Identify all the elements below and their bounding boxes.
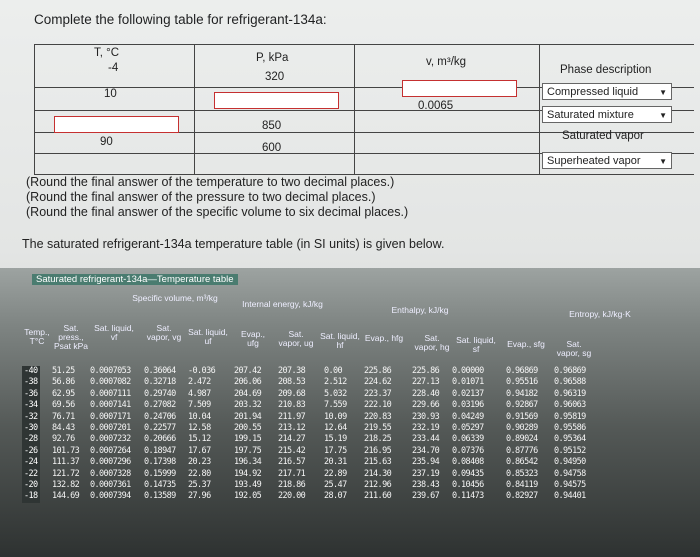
column-press: 51.25 56.86 62.95 69.56 76.71 84.43 92.7… xyxy=(52,366,80,502)
col-header-ug: Sat. vapor, ug xyxy=(278,329,314,348)
row-line-4 xyxy=(34,153,694,154)
row2-phase-value: Compressed liquid xyxy=(547,86,639,98)
chevron-down-icon: ▼ xyxy=(659,157,667,166)
column-uf: -0.036 2.472 4.987 7.509 10.04 12.58 15.… xyxy=(188,366,216,502)
row3-temperature-input[interactable] xyxy=(54,116,179,133)
chevron-down-icon: ▼ xyxy=(659,88,667,97)
table-left-border xyxy=(34,44,35,174)
column-sg: 0.96869 0.96588 0.96319 0.96063 0.95819 … xyxy=(554,366,586,502)
row2-volume: 0.0065 xyxy=(418,100,454,112)
row5-phase-value: Superheated vapor xyxy=(547,155,641,167)
column-vf: 0.0007053 0.0007082 0.0007111 0.0007141 … xyxy=(90,366,131,502)
col-header-sfg: Evap., sfg xyxy=(507,339,545,349)
col-header-vg: Sat. vapor, vg xyxy=(146,323,182,342)
col-header-hfg: Evap., hfg xyxy=(364,333,404,343)
col-divider-3 xyxy=(539,44,540,174)
group-header-volume: Specific volume, m³/kg xyxy=(132,293,218,303)
row-line-3 xyxy=(34,132,694,133)
chevron-down-icon: ▼ xyxy=(659,111,667,120)
column-vg: 0.36064 0.32718 0.29740 0.27082 0.24706 … xyxy=(144,366,176,502)
row-line-2 xyxy=(34,110,694,111)
col-header-hg: Sat. vapor, hg xyxy=(414,333,450,352)
row3-pressure: 850 xyxy=(262,120,282,132)
group-header-enthalpy: Enthalpy, kJ/kg xyxy=(391,305,449,315)
col-header-uf: Sat. liquid, uf xyxy=(188,327,228,346)
column-hfg: 225.86 224.62 223.37 222.10 220.83 219.5… xyxy=(364,366,392,502)
saturated-temperature-table: Saturated refrigerant-134a—Temperature t… xyxy=(20,270,700,557)
header-phase: Phase description xyxy=(560,64,652,76)
column-hf: 0.00 2.512 5.032 7.559 10.09 12.64 15.19… xyxy=(324,366,347,502)
header-pressure: P, kPa xyxy=(256,52,289,64)
column-ug: 207.38 208.53 209.68 210.83 211.97 213.1… xyxy=(278,366,306,502)
header-temperature: T, °C xyxy=(94,47,120,59)
col-header-vf: Sat. liquid, vf xyxy=(94,323,134,342)
row4-pressure: 600 xyxy=(262,142,282,154)
group-header-entropy: Entropy, kJ/kg·K xyxy=(569,309,631,319)
group-header-energy: Internal energy, kJ/kg xyxy=(242,299,323,309)
table-top-border xyxy=(34,44,694,45)
row1-temperature: -4 xyxy=(108,62,119,74)
saturated-table-intro: The saturated refrigerant-134a temperatu… xyxy=(22,237,445,251)
column-sfg: 0.96869 0.95516 0.94182 0.92867 0.91569 … xyxy=(506,366,538,502)
row4-temperature: 90 xyxy=(100,136,113,148)
note-specific-volume: (Round the final answer of the specific … xyxy=(26,205,409,219)
table-photo-background xyxy=(0,268,700,557)
row3-phase-value: Saturated mixture xyxy=(547,109,634,121)
header-specific-volume: v, m³/kg xyxy=(426,56,467,68)
note-temperature: (Round the final answer of the temperatu… xyxy=(26,175,395,189)
row3-phase-dropdown[interactable]: Saturated mixture ▼ xyxy=(542,106,672,123)
row1-pressure: 320 xyxy=(265,71,285,83)
row-line-1 xyxy=(34,87,694,88)
col-header-sf: Sat. liquid, sf xyxy=(456,335,496,354)
col-header-temp: Temp., T°C xyxy=(24,327,50,346)
rounding-notes: (Round the final answer of the temperatu… xyxy=(26,175,408,220)
problem-title: Complete the following table for refrige… xyxy=(34,12,327,27)
column-hg: 225.86 227.13 228.40 229.66 230.93 232.1… xyxy=(412,366,440,502)
column-sf: 0.00000 0.01071 0.02137 0.03196 0.04249 … xyxy=(452,366,484,502)
row2-temperature: 10 xyxy=(104,88,117,100)
col-header-sg: Sat. vapor, sg xyxy=(556,339,592,358)
row4-phase: Saturated vapor xyxy=(562,130,644,142)
table-bottom-border xyxy=(34,174,694,175)
col-header-press: Sat. press., Psat kPa xyxy=(53,323,89,351)
col-header-hf: Sat. liquid, hf xyxy=(320,331,360,350)
col-divider-1 xyxy=(194,44,195,174)
row1-volume-input[interactable] xyxy=(402,80,517,97)
column-ufg: 207.42 206.06 204.69 203.32 201.94 200.5… xyxy=(234,366,262,502)
row2-phase-dropdown[interactable]: Compressed liquid ▼ xyxy=(542,83,672,100)
col-header-ufg: Evap., ufg xyxy=(240,329,266,348)
problem-table: T, °C P, kPa v, m³/kg Phase description … xyxy=(34,38,696,178)
column-temp: -40 -38 -36 -34 -32 -30 -28 -26 -24 -22 … xyxy=(22,366,40,503)
table-title: Saturated refrigerant-134a—Temperature t… xyxy=(32,274,238,285)
col-divider-2 xyxy=(354,44,355,174)
row2-pressure-input[interactable] xyxy=(214,92,339,109)
note-pressure: (Round the final answer of the pressure … xyxy=(26,190,376,204)
row5-phase-dropdown[interactable]: Superheated vapor ▼ xyxy=(542,152,672,169)
